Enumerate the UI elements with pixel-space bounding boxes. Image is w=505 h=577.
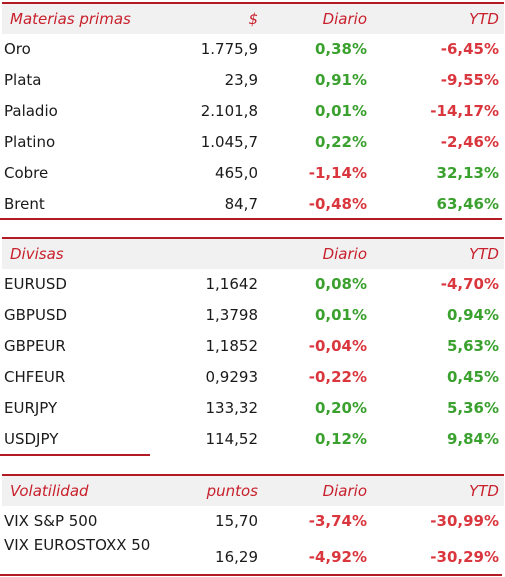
- row-daily-change: -0,22%: [308, 368, 367, 386]
- row-ytd-change: 5,36%: [446, 399, 499, 417]
- row-value: 15,70: [215, 512, 258, 530]
- header-daily: Diario: [322, 482, 367, 500]
- row-name: VIX EUROSTOXX 50: [4, 536, 151, 554]
- header-unit: puntos: [206, 482, 258, 500]
- header-daily: Diario: [322, 10, 367, 28]
- row-value: 1,1852: [205, 337, 259, 355]
- row-daily-change: -0,48%: [308, 195, 367, 213]
- table-row: EURUSD 1,1642 0,08% -4,70%: [2, 269, 504, 300]
- row-value: 1.045,7: [200, 133, 258, 151]
- header-ytd: YTD: [469, 10, 499, 28]
- row-name: Platino: [4, 133, 56, 151]
- header-ytd: YTD: [469, 482, 499, 500]
- row-name: Oro: [4, 40, 31, 58]
- table-row: Oro 1.775,9 0,38% -6,45%: [2, 34, 504, 65]
- row-daily-change: -3,74%: [308, 512, 367, 530]
- row-ytd-change: -2,46%: [440, 133, 499, 151]
- row-ytd-change: -6,45%: [440, 40, 499, 58]
- row-daily-change: 0,08%: [314, 275, 367, 293]
- row-value: 0,9293: [205, 368, 259, 386]
- row-value: 16,29: [215, 548, 258, 566]
- row-value: 1.775,9: [200, 40, 258, 58]
- row-name: GBPUSD: [4, 306, 68, 324]
- row-daily-change: -4,92%: [308, 548, 367, 566]
- header-unit: $: [248, 10, 258, 28]
- commodities-header: Materias primas $ Diario YTD: [2, 2, 504, 34]
- table-row: Paladio 2.101,8 0,01% -14,17%: [2, 96, 504, 127]
- volatility-rows: VIX S&P 500 15,70 -3,74% -30,99% VIX EUROSTO…: [2, 506, 504, 577]
- row-daily-change: -1,14%: [308, 164, 367, 182]
- table-row: Platino 1.045,7 0,22% -2,46%: [2, 127, 504, 158]
- row-daily-change: -0,04%: [308, 337, 367, 355]
- row-ytd-change: -30,99%: [430, 512, 499, 530]
- currencies-bottom-rule: [0, 454, 150, 456]
- row-daily-change: 0,01%: [314, 306, 367, 324]
- row-ytd-change: -4,70%: [440, 275, 499, 293]
- row-value: 84,7: [224, 195, 258, 213]
- row-name: EURUSD: [4, 275, 67, 293]
- row-value: 465,0: [215, 164, 258, 182]
- row-ytd-change: 0,45%: [446, 368, 499, 386]
- header-ytd: YTD: [469, 245, 499, 263]
- row-daily-change: 0,01%: [314, 102, 367, 120]
- row-value: 2.101,8: [200, 102, 258, 120]
- table-row: VIX S&P 500 15,70 -3,74% -30,99%: [2, 506, 504, 537]
- row-ytd-change: -14,17%: [430, 102, 499, 120]
- table-row: Brent 84,7 -0,48% 63,46%: [2, 189, 504, 220]
- header-name: Divisas: [10, 245, 64, 263]
- table-row: Cobre 465,0 -1,14% 32,13%: [2, 158, 504, 189]
- currencies-rows: EURUSD 1,1642 0,08% -4,70% GBPUSD 1,3798 0,01%…: [2, 269, 504, 455]
- row-ytd-change: 0,94%: [446, 306, 499, 324]
- row-daily-change: 0,20%: [314, 399, 367, 417]
- row-name: USDJPY: [4, 430, 59, 448]
- row-ytd-change: -30,29%: [430, 548, 499, 566]
- table-row: GBPUSD 1,3798 0,01% 0,94%: [2, 300, 504, 331]
- currencies-table: Divisas Diario YTD EURUSD 1,1642 0,08% -4,7…: [2, 237, 504, 455]
- header-name: Volatilidad: [10, 482, 89, 500]
- volatility-table: Volatilidad puntos Diario YTD VIX S&P 50…: [2, 474, 504, 577]
- row-name: CHFEUR: [4, 368, 66, 386]
- row-name: Paladio: [4, 102, 58, 120]
- row-ytd-change: 5,63%: [446, 337, 499, 355]
- row-value: 1,3798: [205, 306, 259, 324]
- commodities-table: Materias primas $ Diario YTD Oro 1.775,9 0…: [2, 2, 504, 220]
- row-daily-change: 0,12%: [314, 430, 367, 448]
- row-name: GBPEUR: [4, 337, 66, 355]
- row-ytd-change: -9,55%: [440, 71, 499, 89]
- table-row: GBPEUR 1,1852 -0,04% 5,63%: [2, 331, 504, 362]
- row-value: 23,9: [224, 71, 258, 89]
- volatility-header: Volatilidad puntos Diario YTD: [2, 474, 504, 506]
- row-ytd-change: 32,13%: [436, 164, 499, 182]
- commodities-rows: Oro 1.775,9 0,38% -6,45% Plata 23,9 0,91% -9,55…: [2, 34, 504, 220]
- row-name: Plata: [4, 71, 42, 89]
- row-value: 1,1642: [205, 275, 259, 293]
- table-row: EURJPY 133,32 0,20% 5,36%: [2, 393, 504, 424]
- header-daily: Diario: [322, 245, 367, 263]
- row-daily-change: 0,22%: [314, 133, 367, 151]
- row-ytd-change: 9,84%: [446, 430, 499, 448]
- row-daily-change: 0,91%: [314, 71, 367, 89]
- row-name: Cobre: [4, 164, 49, 182]
- table-row: Plata 23,9 0,91% -9,55%: [2, 65, 504, 96]
- row-value: 133,32: [205, 399, 259, 417]
- currencies-header: Divisas Diario YTD: [2, 237, 504, 269]
- row-name: Brent: [4, 195, 45, 213]
- volatility-bottom-rule: [0, 574, 502, 576]
- commodities-bottom-rule: [0, 218, 502, 220]
- row-name: EURJPY: [4, 399, 58, 417]
- table-row: CHFEUR 0,9293 -0,22% 0,45%: [2, 362, 504, 393]
- row-value: 114,52: [205, 430, 259, 448]
- row-ytd-change: 63,46%: [436, 195, 499, 213]
- header-name: Materias primas: [10, 10, 131, 28]
- table-row: VIX EUROSTOXX 50 16,29 -4,92% -30,29%: [2, 537, 504, 577]
- table-row: USDJPY 114,52 0,12% 9,84%: [2, 424, 504, 455]
- row-name: VIX S&P 500: [4, 512, 98, 530]
- row-daily-change: 0,38%: [314, 40, 367, 58]
